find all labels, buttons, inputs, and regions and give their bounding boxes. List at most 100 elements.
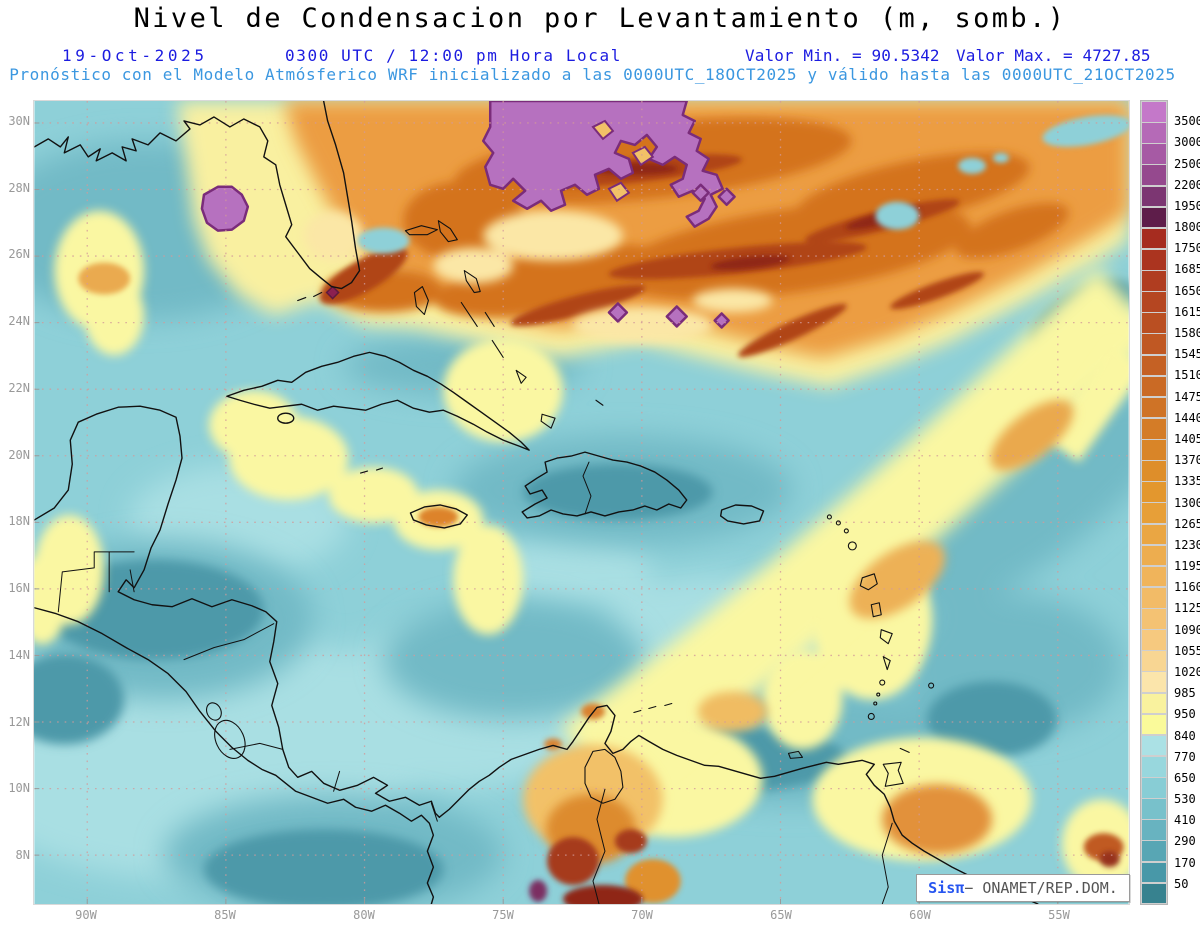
colorbar-label: 1800 xyxy=(1174,220,1200,235)
lon-label: 75W xyxy=(492,908,514,922)
colorbar-label: 1230 xyxy=(1174,537,1200,552)
colorbar-cell xyxy=(1142,186,1166,207)
colorbar-label: 3000 xyxy=(1174,135,1200,150)
colorbar-label: 1750 xyxy=(1174,241,1200,256)
colorbar-cell xyxy=(1142,418,1166,439)
colorbar-label: 1615 xyxy=(1174,304,1200,319)
yellow-edge-streak xyxy=(1044,343,1129,463)
colorbar-cell xyxy=(1142,566,1166,587)
maroon-spot-florida xyxy=(325,285,340,300)
colorbar-cell xyxy=(1142,271,1166,291)
colorbar-label: 1195 xyxy=(1174,559,1200,574)
colorbar-label: 1335 xyxy=(1174,474,1200,489)
colorbar-cell xyxy=(1142,123,1166,143)
colorbar-label: 1160 xyxy=(1174,580,1200,595)
lon-label: 65W xyxy=(770,908,792,922)
colorbar-cell xyxy=(1142,292,1166,312)
colorbar-label: 3500 xyxy=(1174,114,1200,129)
colorbar-cell xyxy=(1142,545,1166,566)
colorbar-label: 50 xyxy=(1174,876,1189,891)
lat-label: 12N xyxy=(8,714,30,729)
lon-label: 85W xyxy=(214,908,236,922)
colorbar-label: 1370 xyxy=(1174,453,1200,468)
valid-time: 0300 UTC / 12:00 pm Hora Local xyxy=(285,46,622,65)
value-max: Valor Max. = 4727.85 xyxy=(956,46,1151,65)
purple-region-holes xyxy=(591,119,655,203)
weather-field-map xyxy=(34,101,1129,904)
colorbar-cell xyxy=(1142,651,1166,671)
colorbar-cell xyxy=(1142,630,1166,650)
colorbar-label: 1650 xyxy=(1174,283,1200,298)
lat-label: 18N xyxy=(8,514,30,529)
colorbar-cell xyxy=(1142,376,1166,397)
colorbar-cell xyxy=(1142,587,1166,608)
colorbar-cell xyxy=(1142,228,1166,249)
colorbar-label: 1580 xyxy=(1174,326,1200,341)
colorbar-label: 650 xyxy=(1174,770,1196,785)
colorbar-cell xyxy=(1142,397,1166,418)
colorbar-label: 1405 xyxy=(1174,431,1200,446)
value-min: Valor Min. = 90.5342 xyxy=(745,46,940,65)
colorbar-cell xyxy=(1142,207,1166,228)
colorbar-cell xyxy=(1142,756,1166,777)
colorbar-cell xyxy=(1142,249,1166,270)
colorbar-cell xyxy=(1142,165,1166,185)
lat-label: 20N xyxy=(8,447,30,462)
colorbar-label: 1125 xyxy=(1174,601,1200,616)
colorbar-label: 1545 xyxy=(1174,347,1200,362)
colorbar-cell xyxy=(1142,799,1166,819)
colorbar-cell xyxy=(1142,862,1166,883)
page-title: Nivel de Condensacion por Levantamiento … xyxy=(133,3,1067,34)
colorbar-label: 170 xyxy=(1174,855,1196,870)
colorbar-cell xyxy=(1142,482,1166,502)
colorbar-label: 1300 xyxy=(1174,495,1200,510)
lon-label: 70W xyxy=(631,908,653,922)
colorbar-label: 1055 xyxy=(1174,643,1200,658)
colorbar-cell xyxy=(1142,440,1166,460)
forecast-subtitle: Pronóstico con el Modelo Atmósferico WRF… xyxy=(9,65,1176,84)
colorbar-cell xyxy=(1142,841,1166,861)
colorbar-cell xyxy=(1142,524,1166,545)
lat-label: 26N xyxy=(8,247,30,262)
watermark-brand: Sisπ xyxy=(928,879,965,897)
lat-label: 10N xyxy=(8,781,30,796)
colorbar-cell xyxy=(1142,144,1166,164)
colorbar-cell xyxy=(1142,334,1166,354)
colorbar-cell xyxy=(1142,313,1166,333)
colorbar-label: 2500 xyxy=(1174,156,1200,171)
run-date: 19-Oct-2025 xyxy=(62,46,208,65)
colorbar-label: 1475 xyxy=(1174,389,1200,404)
colorbar-cell xyxy=(1142,735,1166,756)
lat-label: 30N xyxy=(8,114,30,128)
lat-label: 16N xyxy=(8,581,30,596)
purple-region xyxy=(200,101,736,329)
colorbar-label: 1685 xyxy=(1174,262,1200,277)
colorbar-label: 1020 xyxy=(1174,664,1200,679)
colorbar-cell xyxy=(1142,102,1166,122)
watermark-org: − ONAMET/REP.DOM. xyxy=(964,879,1118,897)
colorbar-cell xyxy=(1142,503,1166,523)
lat-label: 24N xyxy=(8,314,30,329)
cyan-pockets xyxy=(357,115,1129,254)
colorbar-cell xyxy=(1142,714,1166,735)
lon-label: 80W xyxy=(353,908,375,922)
lat-label: 14N xyxy=(8,647,30,662)
colorbar-cell xyxy=(1142,355,1166,376)
colorbar-cell xyxy=(1142,609,1166,629)
colorbar-label: 290 xyxy=(1174,834,1196,849)
colorbar-cell xyxy=(1142,672,1166,692)
colorbar-cell xyxy=(1142,778,1166,798)
colorbar-label: 770 xyxy=(1174,749,1196,764)
lat-label: 28N xyxy=(8,180,30,195)
colorbar-label: 1510 xyxy=(1174,368,1200,383)
colorbar-label: 985 xyxy=(1174,686,1196,701)
lon-label: 90W xyxy=(75,908,97,922)
colorbar-labels: 3500 3000 2500 2200 1950 1800 1750 1685 1650 1615… xyxy=(1174,100,1200,905)
colorbar-cell xyxy=(1142,461,1166,481)
yellow-diagonal-band xyxy=(561,266,1129,802)
colorbar-label: 1950 xyxy=(1174,198,1200,213)
orange-accents xyxy=(78,262,1124,904)
lat-label: 22N xyxy=(8,380,30,395)
colorbar-label: 1440 xyxy=(1174,410,1200,425)
